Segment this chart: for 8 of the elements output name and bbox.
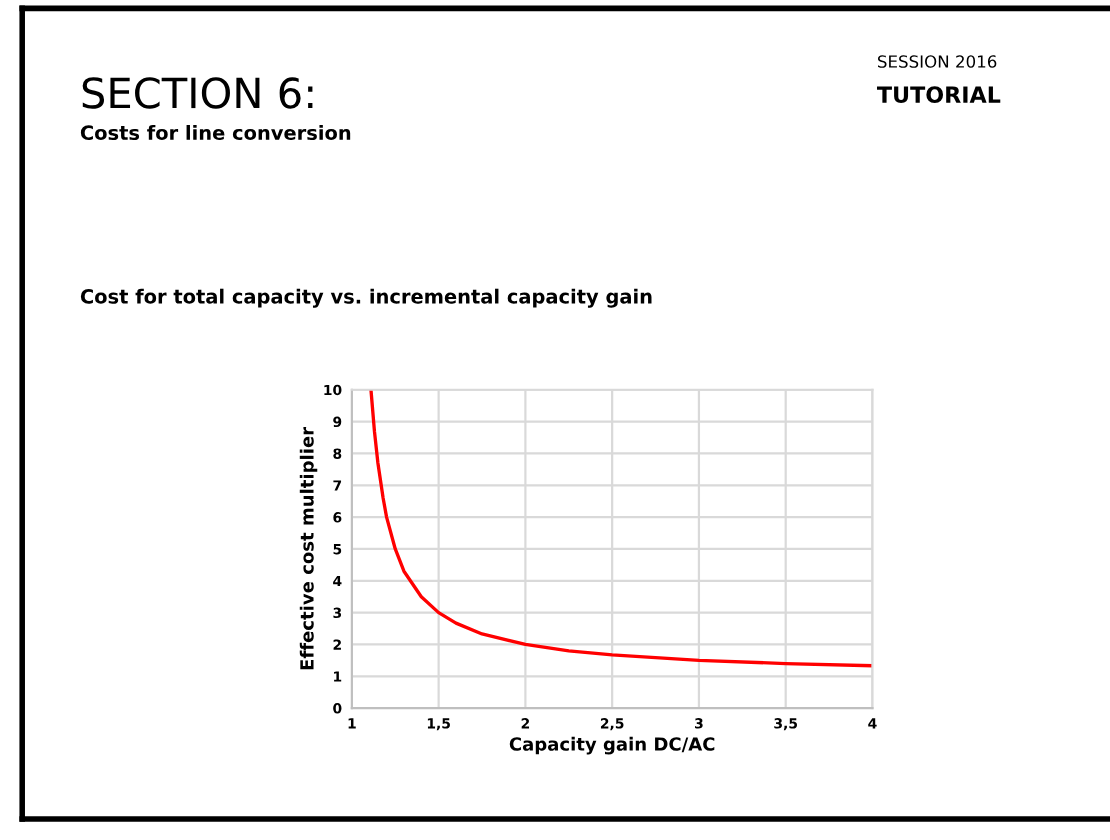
text: SESSION 2016 [878, 55, 997, 68]
text: TUTORIAL [877, 86, 1001, 104]
chart-title: SECTION 6: [82, 77, 313, 109]
x-axis-title: Capacity gain DC/AC [509, 736, 715, 755]
chart-subtitle: Costs for line conversion [80, 124, 351, 141]
y-axis-title: Effective cost multiplier [299, 426, 318, 670]
text: Cost for total capacity vs. incremental capacity gain [80, 288, 652, 308]
line-series [369, 389, 873, 668]
